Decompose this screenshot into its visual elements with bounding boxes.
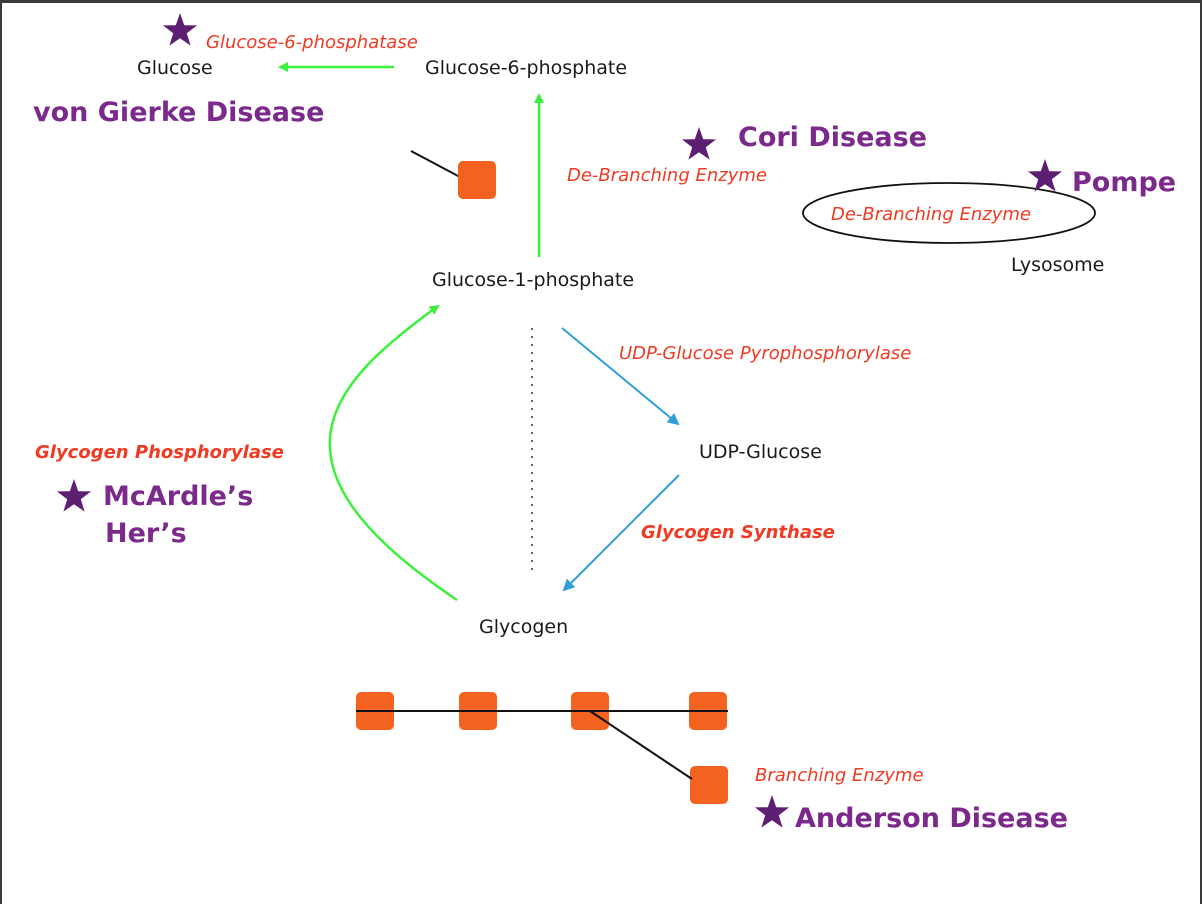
glycogen-metabolism-diagram: Glucose Glucose-6-phosphate Glucose-1-ph… [33, 13, 1176, 834]
star-icon [1027, 159, 1063, 192]
disease-cori: Cori Disease [738, 122, 927, 153]
star-icon [162, 13, 198, 46]
node-glycogen: Glycogen [479, 616, 568, 638]
glucose-unit-block [690, 766, 728, 804]
star-icon [681, 127, 717, 160]
node-glucose: Glucose [137, 57, 213, 79]
enzyme-udp-glucose-pyrophosphorylase: UDP-Glucose Pyrophosphorylase [619, 343, 911, 364]
glucose-unit-block [458, 161, 496, 199]
lysosome-ellipse [802, 182, 1096, 244]
arrow-glycogen-to-g1p [328, 304, 458, 602]
enzyme-debranching: De-Branching Enzyme [567, 165, 767, 186]
branch-stub-line [410, 150, 461, 178]
star-icon [56, 479, 92, 512]
arrow-udp-glucose-to-glycogen [562, 474, 680, 592]
node-lysosome: Lysosome [1011, 254, 1104, 276]
disease-pompe: Pompe [1072, 167, 1176, 198]
enzyme-glycogen-synthase: Glycogen Synthase [641, 522, 835, 543]
arrow-g1p-to-udp-glucose [561, 327, 680, 426]
disease-hers: Her’s [105, 518, 187, 549]
disease-von-gierke: von Gierke Disease [33, 97, 324, 128]
enzyme-debranching-lysosomal: De-Branching Enzyme [831, 204, 1031, 225]
node-glucose-1-phosphate: Glucose-1-phosphate [432, 269, 634, 291]
enzyme-glucose-6-phosphatase: Glucose-6-phosphatase [206, 32, 418, 53]
slide: Glucose Glucose-6-phosphate Glucose-1-ph… [2, 3, 1200, 904]
star-icon [754, 795, 790, 828]
disease-mcardle: McArdle’s [103, 481, 253, 512]
enzyme-branching: Branching Enzyme [755, 765, 924, 786]
node-glucose-6-phosphate: Glucose-6-phosphate [425, 57, 627, 79]
node-udp-glucose: UDP-Glucose [699, 441, 822, 463]
branch-link-line [589, 710, 693, 780]
enzyme-glycogen-phosphorylase: Glycogen Phosphorylase [35, 442, 284, 463]
disease-anderson: Anderson Disease [795, 803, 1068, 834]
